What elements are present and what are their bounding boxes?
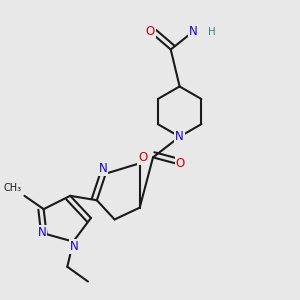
Text: O: O — [146, 25, 155, 38]
Text: O: O — [176, 157, 185, 170]
Text: N: N — [175, 130, 184, 143]
Text: N: N — [188, 25, 197, 38]
Text: N: N — [38, 226, 46, 239]
Text: N: N — [98, 162, 107, 175]
Text: N: N — [70, 240, 79, 253]
Text: H: H — [208, 27, 216, 37]
Text: CH₃: CH₃ — [4, 183, 22, 193]
Text: O: O — [138, 152, 147, 164]
